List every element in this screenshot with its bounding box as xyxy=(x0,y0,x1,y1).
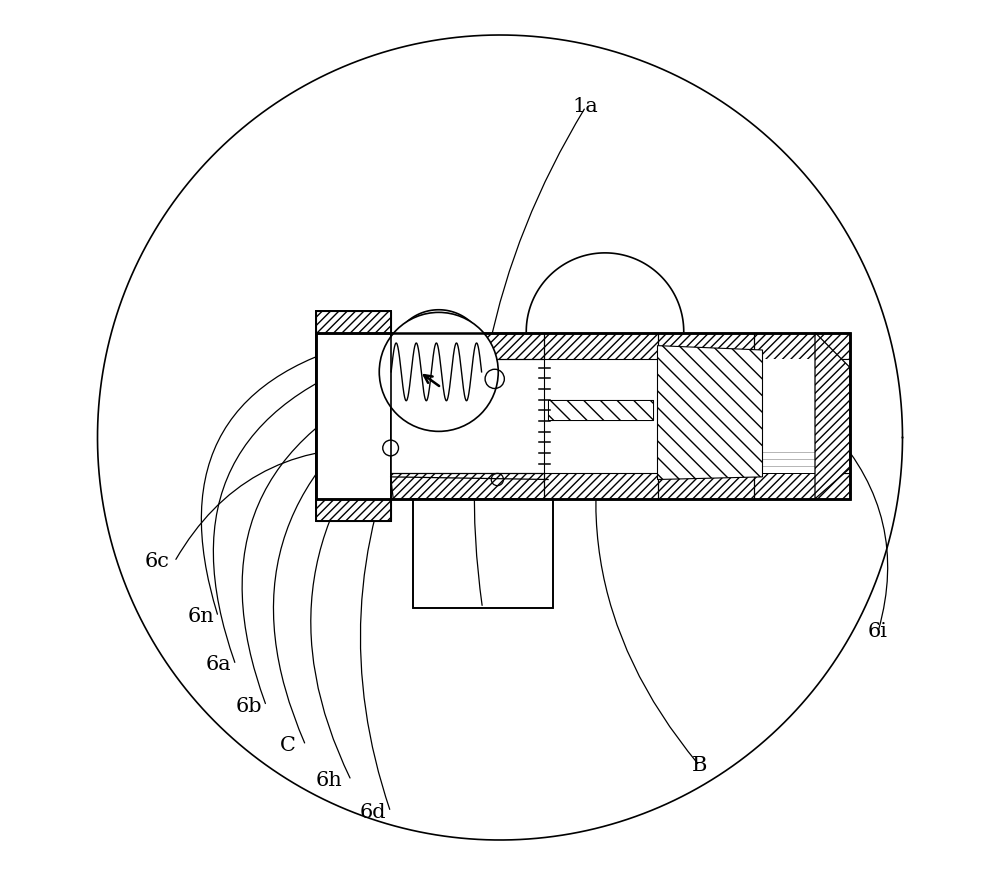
Polygon shape xyxy=(658,473,754,499)
Circle shape xyxy=(379,312,498,431)
Text: 6c: 6c xyxy=(145,552,169,571)
Polygon shape xyxy=(658,332,754,359)
Polygon shape xyxy=(316,359,850,473)
Polygon shape xyxy=(754,473,815,499)
Text: 6i: 6i xyxy=(868,622,888,641)
Polygon shape xyxy=(544,473,658,499)
Polygon shape xyxy=(391,359,544,473)
Text: 6d: 6d xyxy=(360,802,386,822)
Polygon shape xyxy=(544,332,658,359)
Polygon shape xyxy=(548,400,653,420)
Polygon shape xyxy=(544,359,658,473)
Polygon shape xyxy=(815,332,850,499)
Text: B: B xyxy=(692,756,707,775)
Polygon shape xyxy=(548,400,653,420)
Text: 1a: 1a xyxy=(573,97,599,116)
Polygon shape xyxy=(316,311,391,521)
Polygon shape xyxy=(316,332,850,359)
Polygon shape xyxy=(658,346,763,480)
Text: 6n: 6n xyxy=(187,607,214,626)
Text: C: C xyxy=(280,736,296,755)
Polygon shape xyxy=(391,332,544,359)
Polygon shape xyxy=(391,359,815,473)
Polygon shape xyxy=(754,332,815,359)
Polygon shape xyxy=(316,311,391,332)
Polygon shape xyxy=(316,499,391,521)
Text: 6b: 6b xyxy=(236,696,262,716)
Text: 7a: 7a xyxy=(821,386,847,405)
Text: 6h: 6h xyxy=(316,771,343,790)
Polygon shape xyxy=(413,499,553,608)
Polygon shape xyxy=(316,473,850,499)
Circle shape xyxy=(383,440,399,456)
Text: 6a: 6a xyxy=(205,655,231,675)
Polygon shape xyxy=(391,473,544,499)
